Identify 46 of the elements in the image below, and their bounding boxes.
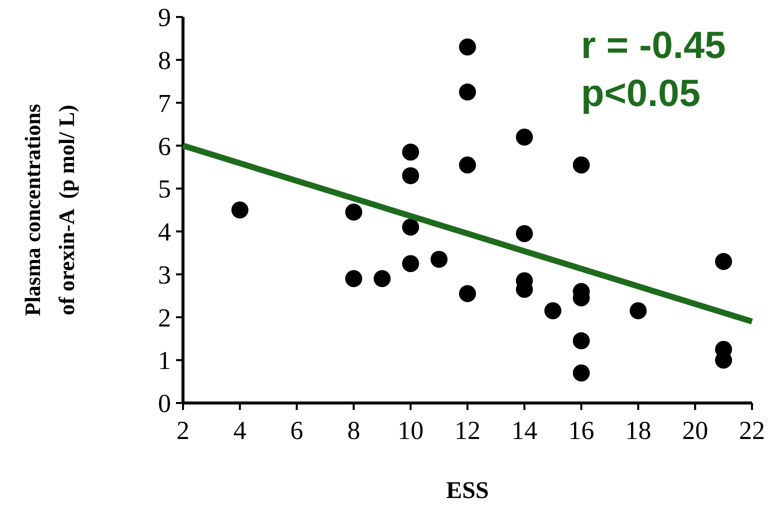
annotation: r = -0.45 (581, 25, 726, 67)
y-tick-label: 1 (158, 346, 171, 376)
point (345, 204, 362, 221)
x-tick-label: 10 (398, 416, 424, 445)
point (402, 167, 420, 184)
point (345, 270, 362, 288)
point (715, 252, 732, 270)
point (402, 218, 420, 236)
point (402, 144, 420, 161)
point (402, 255, 420, 272)
y-tick-label: 8 (158, 46, 171, 75)
point (572, 364, 590, 382)
x-axis-title: ESS (446, 478, 489, 504)
x-tick-label: 12 (454, 416, 480, 445)
x-tick-label: 4 (233, 416, 246, 445)
y-tick-label: 4 (158, 218, 171, 247)
point (459, 84, 476, 101)
point (459, 285, 476, 302)
point (572, 332, 590, 350)
point (430, 250, 448, 268)
point (572, 156, 590, 174)
point (374, 270, 391, 288)
x-tick-label: 14 (511, 416, 538, 445)
x-tick-label: 16 (568, 416, 594, 445)
x-tick-label: 20 (682, 416, 708, 445)
y-tick-label: 5 (158, 174, 171, 204)
x-tick-label: 6 (290, 416, 304, 445)
y-tick-label: 2 (158, 303, 171, 332)
point (630, 302, 647, 320)
y-tick-label: 9 (158, 3, 171, 32)
x-tick-label: 8 (347, 416, 360, 445)
point (459, 38, 476, 56)
point (231, 202, 248, 218)
y-tick-label: 3 (158, 260, 171, 290)
x-tick-label: 2 (176, 416, 190, 445)
x-tick-label: 18 (625, 416, 652, 445)
point (516, 128, 533, 146)
point (544, 302, 562, 320)
y-axis-title: Plasma concentrations of orexin-A (p mol/ L) (20, 104, 79, 316)
point (459, 156, 476, 174)
y-tick-label: 6 (158, 132, 171, 161)
y-tick-label: 0 (158, 389, 171, 418)
annotation: p<0.05 (581, 73, 700, 115)
point (516, 225, 533, 242)
y-tick-label: 7 (158, 88, 171, 118)
x-tick-label: 22 (739, 416, 765, 445)
